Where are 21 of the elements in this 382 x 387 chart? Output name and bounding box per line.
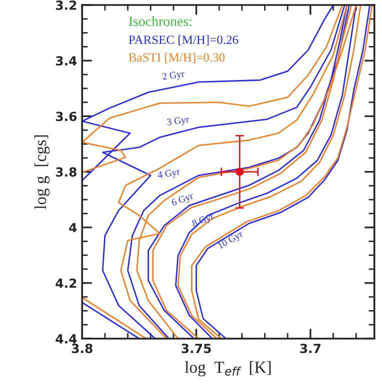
annotation: 8 Gyr — [192, 212, 216, 229]
x-tick-label: 3.7 — [300, 344, 321, 354]
annotation: 6 Gyr — [171, 192, 195, 208]
y-axis-title: log g [cgs] — [34, 135, 50, 210]
text: BaSTI [M/H]=0.30 — [128, 52, 225, 64]
y-tick-label: 4.4 — [56, 334, 77, 344]
y-tick-label: 3.2 — [56, 0, 76, 10]
y-tick-label: 3.6 — [56, 112, 77, 122]
x-tick-label: 3.8 — [72, 344, 92, 354]
annotation: 4 Gyr — [157, 168, 181, 180]
text: PARSEC [M/H]=0.26 — [128, 35, 238, 46]
x-axis-title: log T$_{eff}$ [K] — [184, 361, 271, 376]
y-tick-label: 3.8 — [56, 167, 76, 177]
y-tick-label: 4 — [69, 223, 77, 232]
x-tick-label: 3.75 — [182, 344, 211, 354]
y-tick-label: 3.4 — [56, 56, 77, 66]
legend-title: Isochrones: — [128, 16, 192, 26]
annotation: 10 Gyr — [217, 230, 244, 251]
annotation: 3 Gyr — [166, 116, 190, 128]
y-tick-label: 4.2 — [56, 278, 76, 288]
annotation: 2 Gyr — [162, 70, 186, 82]
